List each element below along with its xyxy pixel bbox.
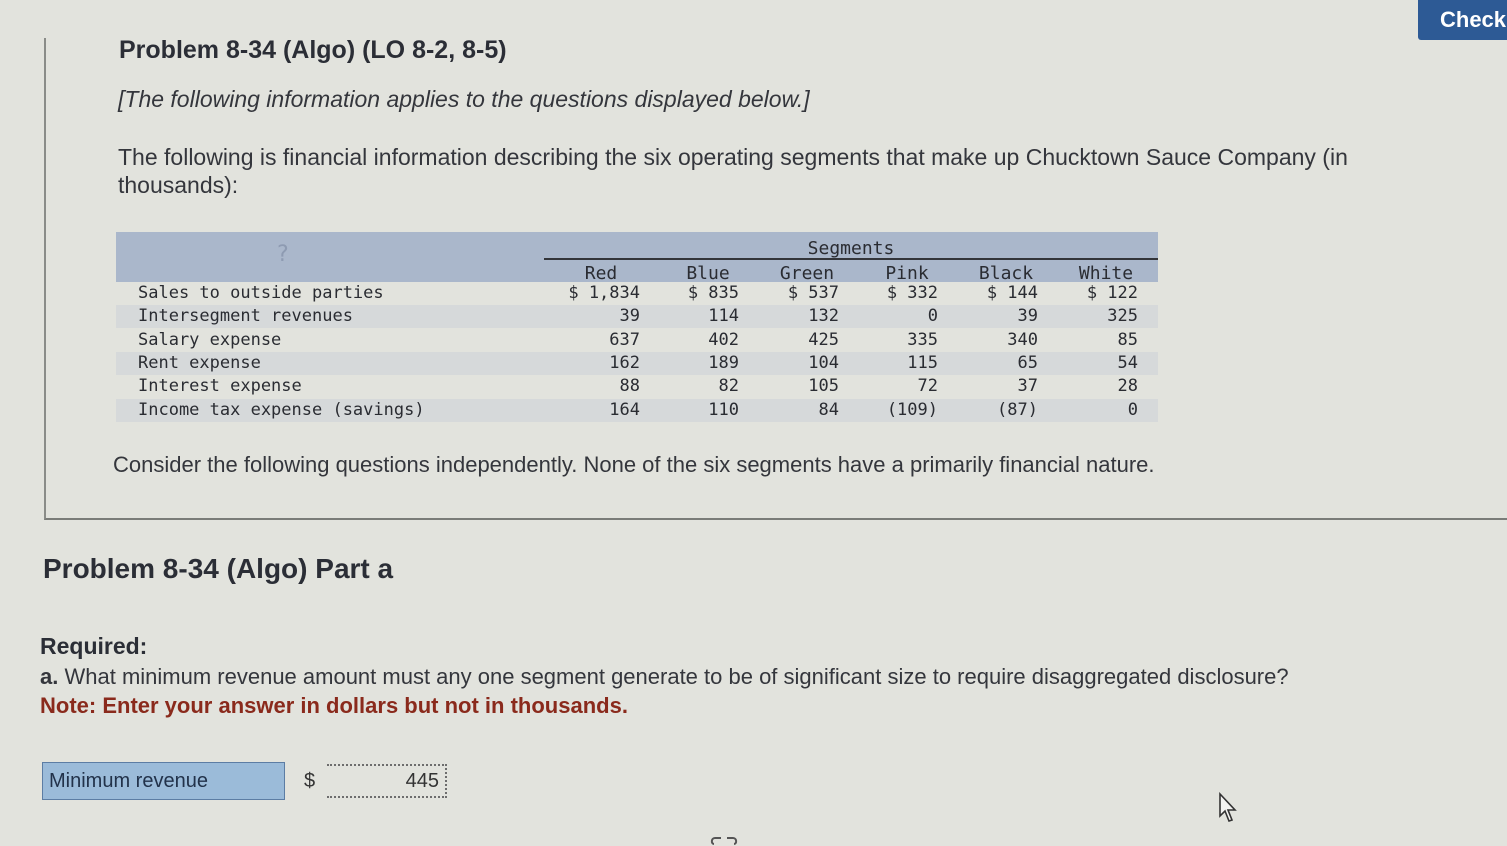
table-cell-black: 39 xyxy=(1017,306,1038,327)
table-cell-black: (87) xyxy=(997,399,1038,420)
column-header-black: Black xyxy=(978,263,1034,284)
table-row: Intersegment revenues 39 114 132 0 39 325 xyxy=(116,305,1158,329)
part-title: Problem 8-34 (Algo) Part a xyxy=(43,553,394,584)
table-header-band: ? xyxy=(116,232,1158,282)
table-cell-blue: 82 xyxy=(718,376,739,397)
answer-format-note: Note: Enter your answer in dollars but n… xyxy=(40,693,628,718)
table-cell-green: 132 xyxy=(808,306,839,327)
minimum-revenue-label: Minimum revenue xyxy=(42,762,285,800)
table-cell-black: 340 xyxy=(1007,329,1038,350)
table-row: Salary expense 637 402 425 335 340 85 xyxy=(116,329,1158,352)
table-cell-red: 88 xyxy=(619,376,640,397)
header-placeholder-mark: ? xyxy=(276,242,290,267)
table-cell-white: 54 xyxy=(1117,352,1138,373)
currency-symbol: $ xyxy=(304,770,316,792)
segments-table: ? Segments Red Blue Green Pink Black Whi… xyxy=(116,232,1158,430)
table-cell-black: $ 144 xyxy=(986,283,1038,303)
question-body: What minimum revenue amount must any one… xyxy=(64,664,1289,689)
row-label: Interest expense xyxy=(138,376,302,397)
table-cell-black: 37 xyxy=(1017,376,1038,397)
table-cell-pink: 72 xyxy=(917,376,938,397)
table-cell-green: $ 537 xyxy=(787,283,839,303)
column-header-white: White xyxy=(1078,263,1134,284)
mouse-pointer-icon xyxy=(1219,792,1237,822)
table-cell-blue: $ 835 xyxy=(687,283,739,303)
table-cell-white: 325 xyxy=(1107,306,1138,327)
problem-description: The following is financial information d… xyxy=(118,144,1348,198)
table-cell-green: 425 xyxy=(808,329,839,350)
applies-note: [The following information applies to th… xyxy=(118,86,810,112)
table-cell-blue: 110 xyxy=(708,399,739,420)
row-label: Income tax expense (savings) xyxy=(138,399,425,420)
table-row: Interest expense 88 82 105 72 37 28 xyxy=(116,375,1158,398)
row-label: Rent expense xyxy=(138,352,261,373)
required-label: Required: xyxy=(40,633,148,659)
row-label: Salary expense xyxy=(138,329,282,350)
table-cell-white: 85 xyxy=(1117,329,1138,350)
link-icon[interactable] xyxy=(710,834,738,846)
problem-info-box xyxy=(44,38,1507,520)
column-header-pink: Pink xyxy=(885,263,929,284)
table-cell-red: 637 xyxy=(609,329,640,350)
problem-title: Problem 8-34 (Algo) (LO 8-2, 8-5) xyxy=(119,36,507,64)
column-header-red: Red xyxy=(584,263,618,284)
table-cell-pink: (109) xyxy=(886,399,938,420)
table-cell-pink: $ 332 xyxy=(886,283,938,303)
table-cell-white: 28 xyxy=(1117,376,1138,397)
row-label: Sales to outside parties xyxy=(138,283,384,303)
table-cell-pink: 115 xyxy=(907,352,938,373)
question-text: a. What minimum revenue amount must any … xyxy=(40,664,1289,690)
column-header-green: Green xyxy=(779,263,835,284)
table-cell-green: 105 xyxy=(808,376,839,397)
segments-header-rule xyxy=(544,258,1158,260)
table-cell-blue: 402 xyxy=(708,329,739,350)
table-cell-green: 104 xyxy=(808,352,839,373)
segments-group-header: Segments xyxy=(807,238,895,259)
table-cell-red: 39 xyxy=(619,306,640,327)
column-header-blue: Blue xyxy=(686,263,730,284)
check-button[interactable]: Check xyxy=(1418,0,1507,40)
table-row: Income tax expense (savings) 164 110 84 (109… xyxy=(116,398,1158,422)
table-row: Rent expense 162 189 104 115 65 54 xyxy=(116,351,1158,375)
table-cell-pink: 0 xyxy=(927,306,938,327)
consider-note: Consider the following questions indepen… xyxy=(113,452,1155,477)
question-letter: a. xyxy=(40,664,59,689)
table-cell-blue: 114 xyxy=(708,306,739,327)
minimum-revenue-input[interactable] xyxy=(327,764,447,798)
table-cell-white: $ 122 xyxy=(1086,283,1138,303)
row-label: Intersegment revenues xyxy=(138,306,353,327)
table-cell-black: 65 xyxy=(1017,352,1038,373)
table-cell-red: $ 1,834 xyxy=(568,283,640,303)
table-cell-pink: 335 xyxy=(907,329,938,350)
table-cell-blue: 189 xyxy=(708,352,739,373)
table-cell-red: 164 xyxy=(609,399,640,420)
table-row: Sales to outside parties $ 1,834 $ 835 $ 53… xyxy=(116,282,1158,305)
table-cell-white: 0 xyxy=(1127,399,1138,420)
table-cell-green: 84 xyxy=(818,399,839,420)
table-cell-red: 162 xyxy=(609,352,640,373)
